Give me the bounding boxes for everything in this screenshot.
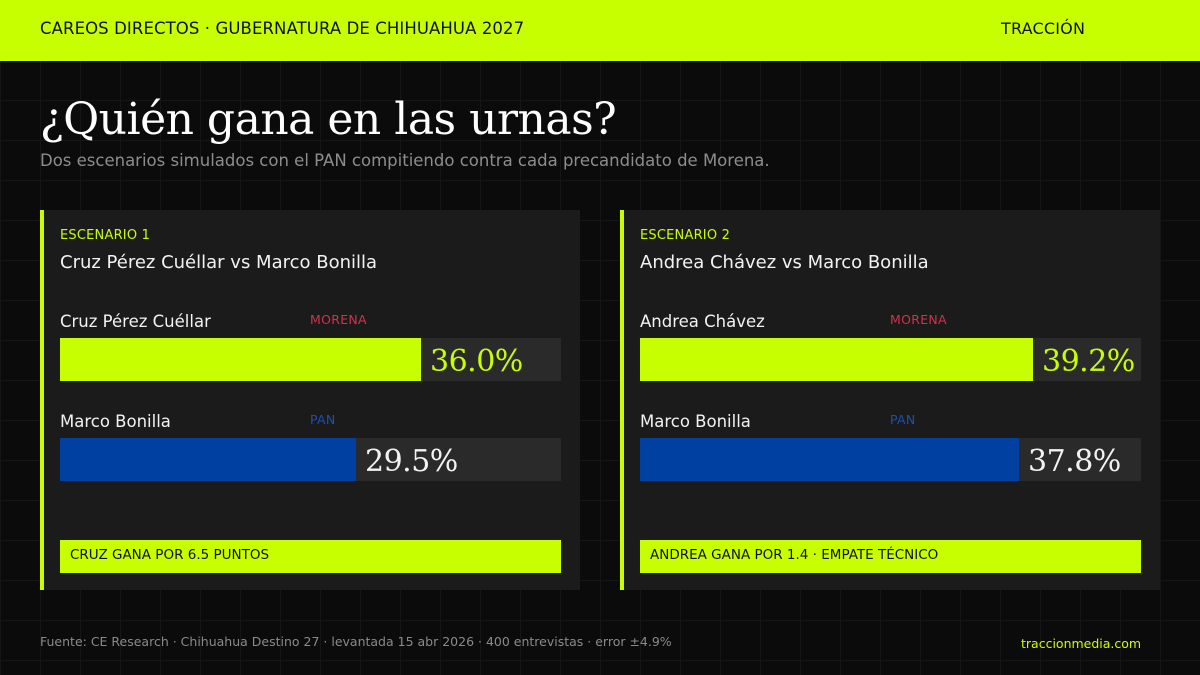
percentage-value: 36.0% (430, 344, 523, 379)
candidate-row: Andrea Chávez MORENA 39.2% (640, 308, 1141, 388)
verdict-banner: CRUZ GANA POR 6.5 PUNTOS (60, 540, 561, 573)
brand-logo: TRACCIÓN (1001, 19, 1086, 38)
bar-track: 29.5% (60, 438, 561, 481)
verdict-banner: ANDREA GANA POR 1.4 · EMPATE TÉCNICO (640, 540, 1141, 573)
bar-fill (640, 338, 1033, 381)
scenario-card-2: ESCENARIO 2 Andrea Chávez vs Marco Bonil… (620, 210, 1160, 590)
percentage-value: 37.8% (1028, 444, 1121, 479)
section-kicker: CAREOS DIRECTOS · GUBERNATURA DE CHIHUAH… (40, 19, 525, 38)
page-subtitle: Dos escenarios simulados con el PAN comp… (40, 151, 770, 170)
candidate-name: Marco Bonilla (60, 412, 171, 431)
candidate-name: Cruz Pérez Cuéllar (60, 312, 211, 331)
percentage-value: 29.5% (365, 444, 458, 479)
bar-fill (640, 438, 1019, 481)
scenario-label: ESCENARIO 2 (640, 228, 731, 243)
bar-fill (60, 438, 356, 481)
candidate-name: Marco Bonilla (640, 412, 751, 431)
bar-track: 37.8% (640, 438, 1141, 481)
candidate-row: Cruz Pérez Cuéllar MORENA 36.0% (60, 308, 561, 388)
scenario-label: ESCENARIO 1 (60, 228, 151, 243)
party-label-pan: PAN (310, 412, 336, 427)
candidate-row: Marco Bonilla PAN 37.8% (640, 408, 1141, 488)
candidate-name: Andrea Chávez (640, 312, 765, 331)
bar-track: 39.2% (640, 338, 1141, 381)
page-title: ¿Quién gana en las urnas? (40, 94, 617, 145)
scenario-card-1: ESCENARIO 1 Cruz Pérez Cuéllar vs Marco … (40, 210, 580, 590)
bar-fill (60, 338, 421, 381)
top-banner: CAREOS DIRECTOS · GUBERNATURA DE CHIHUAH… (0, 0, 1200, 61)
candidate-row: Marco Bonilla PAN 29.5% (60, 408, 561, 488)
site-link[interactable]: traccionmedia.com (1021, 636, 1142, 651)
source-note: Fuente: CE Research · Chihuahua Destino … (40, 634, 672, 649)
party-label-morena: MORENA (890, 312, 947, 327)
bar-track: 36.0% (60, 338, 561, 381)
scenario-matchup: Cruz Pérez Cuéllar vs Marco Bonilla (60, 252, 378, 273)
party-label-pan: PAN (890, 412, 916, 427)
percentage-value: 39.2% (1042, 344, 1135, 379)
scenario-matchup: Andrea Chávez vs Marco Bonilla (640, 252, 929, 273)
party-label-morena: MORENA (310, 312, 367, 327)
